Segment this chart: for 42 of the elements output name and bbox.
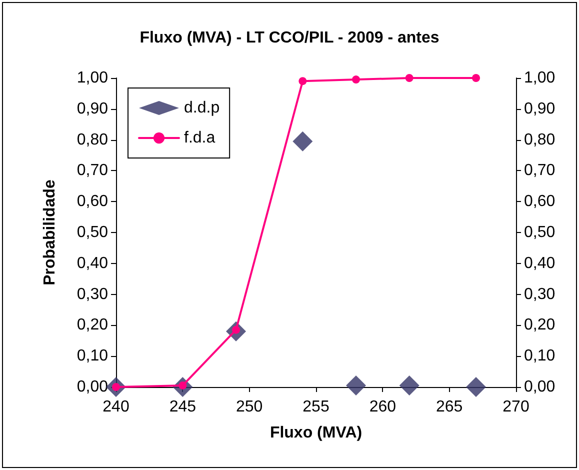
y2-tick-label: 0,70: [524, 162, 556, 180]
x-tick-label: 270: [502, 398, 530, 416]
y2-tick-label: 1,00: [524, 70, 556, 86]
y-tick-label: 0,00: [76, 378, 108, 396]
y2-tick-label: 0,20: [524, 316, 556, 334]
point: [292, 131, 313, 152]
chart-title: Fluxo (MVA) - LT CCO/PIL - 2009 - antes: [140, 30, 440, 46]
y-tick-label: 0,10: [76, 348, 108, 365]
y-tick-label: 0,70: [76, 162, 108, 180]
x-tick-label: 260: [369, 398, 396, 416]
y2-tick-label: 0,90: [524, 100, 556, 118]
x-tick-label: 245: [169, 398, 196, 416]
y-axis-title: Probabilidade: [42, 180, 58, 286]
y-tick-label: 0,90: [76, 100, 108, 118]
y-tick-label: 0,60: [76, 193, 108, 210]
y-tick-label: 0,40: [76, 254, 108, 272]
y-tick-label: 0,80: [76, 131, 108, 148]
point: [472, 74, 480, 82]
x-axis-title: Fluxo (MVA): [270, 424, 362, 442]
x-tick-label: 240: [102, 398, 130, 416]
y2-tick-label: 0,40: [524, 254, 556, 272]
legend-label: d.d.p: [184, 100, 220, 116]
point: [298, 77, 307, 86]
point: [405, 74, 414, 82]
y2-tick-label: 0,10: [524, 348, 556, 365]
x-tick-label: 265: [436, 398, 463, 416]
point: [346, 375, 366, 396]
x-tick-label: 255: [302, 398, 330, 416]
point: [352, 76, 360, 84]
y2-tick-label: 0,50: [524, 224, 556, 241]
x-tick-label: 250: [236, 398, 263, 416]
y2-tick-label: 0,80: [524, 131, 556, 148]
point: [466, 377, 486, 397]
y2-tick-label: 0,60: [524, 193, 556, 210]
y-tick-label: 0,50: [76, 224, 108, 241]
y-tick-label: 0,20: [76, 316, 108, 334]
y-tick-label: 1,00: [76, 70, 108, 86]
y-tick-label: 0,30: [76, 286, 108, 303]
y2-tick-label: 0,00: [524, 378, 556, 396]
y2-tick-label: 0,30: [524, 286, 556, 303]
point: [399, 375, 420, 396]
legend-label: f.d.a: [184, 130, 216, 146]
